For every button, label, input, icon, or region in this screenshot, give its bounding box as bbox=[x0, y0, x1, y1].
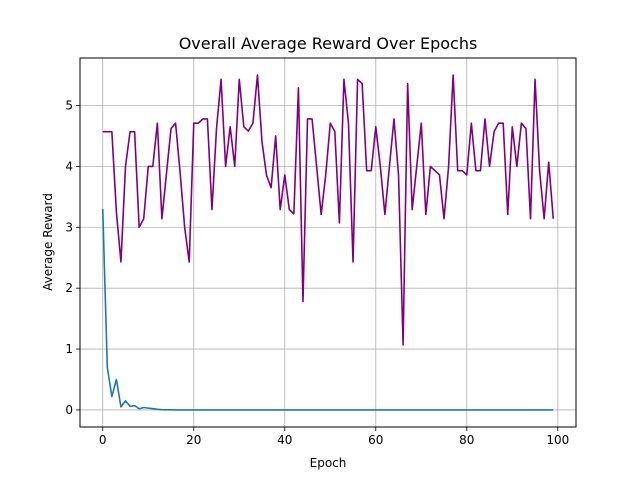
y-tick-label: 1 bbox=[65, 342, 73, 356]
plot-lines bbox=[101, 74, 555, 411]
y-tick-label: 4 bbox=[65, 159, 73, 173]
x-tick-label: 20 bbox=[186, 433, 201, 447]
axes-frame bbox=[79, 57, 577, 428]
x-tick-label: 40 bbox=[277, 433, 292, 447]
y-tick-label: 3 bbox=[65, 220, 73, 234]
x-axis-label: Epoch bbox=[310, 456, 347, 470]
x-tick-label: 60 bbox=[368, 433, 383, 447]
y-tick-label: 0 bbox=[65, 403, 73, 417]
ticks: 0 20 40 60 80 100 0 1 2 3 4 5 bbox=[65, 98, 569, 447]
series-line-1 bbox=[102, 74, 555, 346]
y-axis-label: Average Reward bbox=[41, 193, 55, 291]
x-tick-label: 80 bbox=[459, 433, 474, 447]
x-tick-label: 100 bbox=[546, 433, 569, 447]
y-tick-label: 5 bbox=[65, 98, 73, 112]
chart-title: Overall Average Reward Over Epochs bbox=[179, 34, 478, 53]
series-line-2 bbox=[101, 208, 554, 411]
x-tick-label: 0 bbox=[99, 433, 107, 447]
y-tick-label: 2 bbox=[65, 281, 73, 295]
